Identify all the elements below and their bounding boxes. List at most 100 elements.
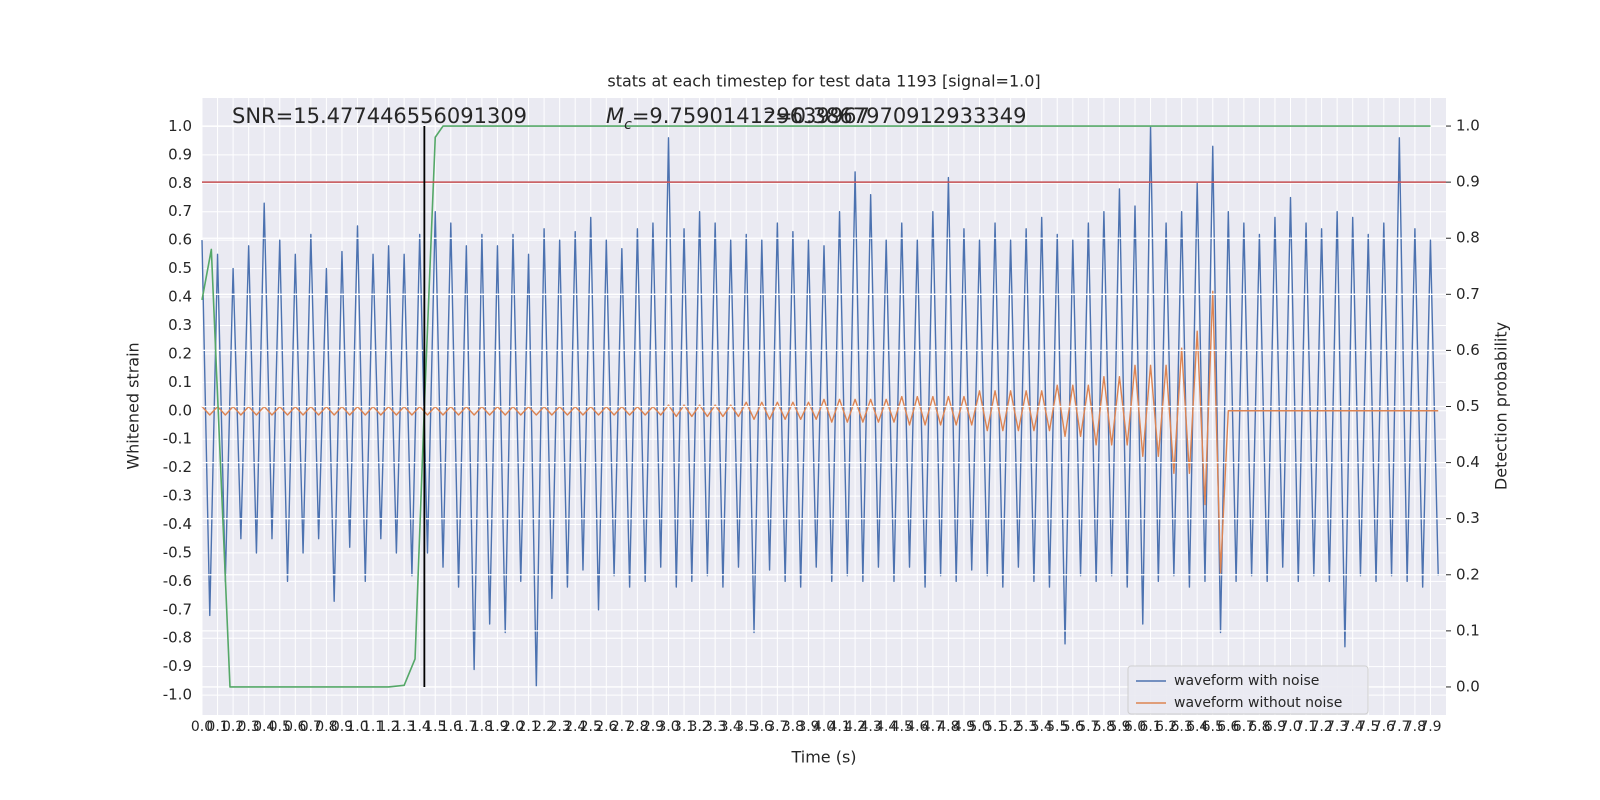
detection-probability-line [201,125,1431,688]
x-tick-label: 6.0 [1124,719,1146,735]
x-tick-label: 5.7 [1077,719,1099,735]
z-annotation: z=0.3867970912933349 [764,104,1026,128]
y2-tick-label: 0.5 [1456,397,1480,415]
y-tick-label: -0.5 [163,543,192,561]
y-tick-label: 0.6 [168,231,192,249]
x-tick-label: 5.0 [968,719,990,735]
y-axis-label: Whitened strain [124,342,143,469]
x-tick-label: 3.8 [782,719,804,735]
x-tick-label: 4.0 [813,719,835,735]
x-tick-label: 0.3 [238,719,260,735]
x-tick-label: 2.3 [549,719,571,735]
y-tick-label: 0.8 [168,174,192,192]
x-tick-label: 4.4 [875,719,897,735]
x-tick-label: 3.1 [673,719,695,735]
x-tick-label: 0.6 [284,719,306,735]
x-tick-label: 4.8 [937,719,959,735]
x-tick-label: 2.2 [533,719,555,735]
x-tick-label: 4.6 [906,719,928,735]
x-tick-label: 4.9 [953,719,975,735]
x-tick-label: 0.9 [331,719,353,735]
x-tick-label: 2.8 [626,719,648,735]
snr-annotation: SNR=15.477446556091309 [232,104,527,128]
y2-tick-label: 0.3 [1456,509,1480,527]
x-tick-label: 6.3 [1171,719,1193,735]
x-tick-label: 4.3 [860,719,882,735]
y-tick-label: -1.0 [163,686,192,704]
x-tick-label: 3.5 [735,719,757,735]
y-tick-label: -0.8 [163,629,192,647]
x-tick-label: 7.1 [1295,719,1317,735]
x-tick-label: 0.8 [315,719,337,735]
x-tick-label: 3.2 [688,719,710,735]
y2-tick-label: 0.2 [1456,565,1480,583]
x-tick-label: 4.7 [922,719,944,735]
y-tick-label: 0.3 [168,316,192,334]
x-tick-label: 1.8 [471,719,493,735]
y-tick-label: 0.4 [168,288,192,306]
x-tick-label: 3.7 [766,719,788,735]
x-tick-label: 1.7 [455,719,477,735]
y2-tick-label: 0.8 [1456,229,1480,247]
x-tick-label: 3.0 [657,719,679,735]
y2-tick-label: 0.1 [1456,621,1480,639]
x-tick-label: 1.4 [409,719,431,735]
x-tick-label: 5.9 [1108,719,1130,735]
legend-label: waveform with noise [1174,673,1319,689]
y-tick-label: -0.9 [163,657,192,675]
x-tick-label: 1.6 [440,719,462,735]
overlay [201,125,1446,688]
x-tick-label: 7.6 [1373,719,1395,735]
x-tick-label: 0.0 [191,719,213,735]
x-tick-label: 3.4 [720,719,742,735]
x-tick-label: 6.9 [1264,719,1286,735]
y2-tick-label: 1.0 [1456,117,1480,135]
x-tick-label: 5.4 [1031,719,1053,735]
y-tick-label: -0.7 [163,600,192,618]
x-tick-label: 2.9 [642,719,664,735]
x-tick-label: 1.3 [393,719,415,735]
x-tick-label: 1.0 [346,719,368,735]
y-tick-label: 0.9 [168,145,192,163]
y-tick-label: -0.1 [163,430,192,448]
legend: waveform with noise waveform without nois… [1127,665,1369,715]
x-tick-label: 5.3 [1015,719,1037,735]
x-tick-label: 0.2 [222,719,244,735]
x-tick-label: 6.8 [1248,719,1270,735]
legend-label: waveform without noise [1174,695,1342,711]
x-tick-label: 7.3 [1326,719,1348,735]
y-tick-label: 0.7 [168,202,192,220]
x-tick-label: 7.0 [1279,719,1301,735]
x-tick-label: 1.9 [486,719,508,735]
x-tick-label: 0.4 [253,719,275,735]
x-tick-label: 7.9 [1419,719,1441,735]
x-tick-label: 2.7 [611,719,633,735]
x-tick-label: 6.5 [1202,719,1224,735]
x-tick-label: 7.5 [1357,719,1379,735]
mc-text: =9.759014129639967 [632,104,870,128]
x-tick-label: 6.4 [1186,719,1208,735]
y-tick-label: -0.6 [163,572,192,590]
x-tick-label: 5.8 [1093,719,1115,735]
y-tick-label: 0.2 [168,344,192,362]
x-tick-label: 7.7 [1388,719,1410,735]
x-tick-label: 6.7 [1233,719,1255,735]
x-tick-label: 3.9 [797,719,819,735]
x-tick-label: 7.2 [1310,719,1332,735]
x-tick-label: 1.5 [424,719,446,735]
x-tick-label: 7.4 [1342,719,1364,735]
x-axis-label: Time (s) [790,748,856,767]
series-line [201,290,1439,574]
x-tick-label: 3.3 [704,719,726,735]
legend-box [1127,665,1369,715]
y-tick-label: 1.0 [168,117,192,135]
y2-tick-label: 0.7 [1456,285,1480,303]
mc-symbol: M [606,104,624,128]
x-tick-label: 4.1 [828,719,850,735]
x-tick-label: 3.6 [751,719,773,735]
x-tick-label: 0.7 [300,719,322,735]
y-tick-label: 0.1 [168,373,192,391]
y-tick-label: 0.0 [168,401,192,419]
x-tick-label: 5.6 [1062,719,1084,735]
x-tick-label: 2.5 [580,719,602,735]
